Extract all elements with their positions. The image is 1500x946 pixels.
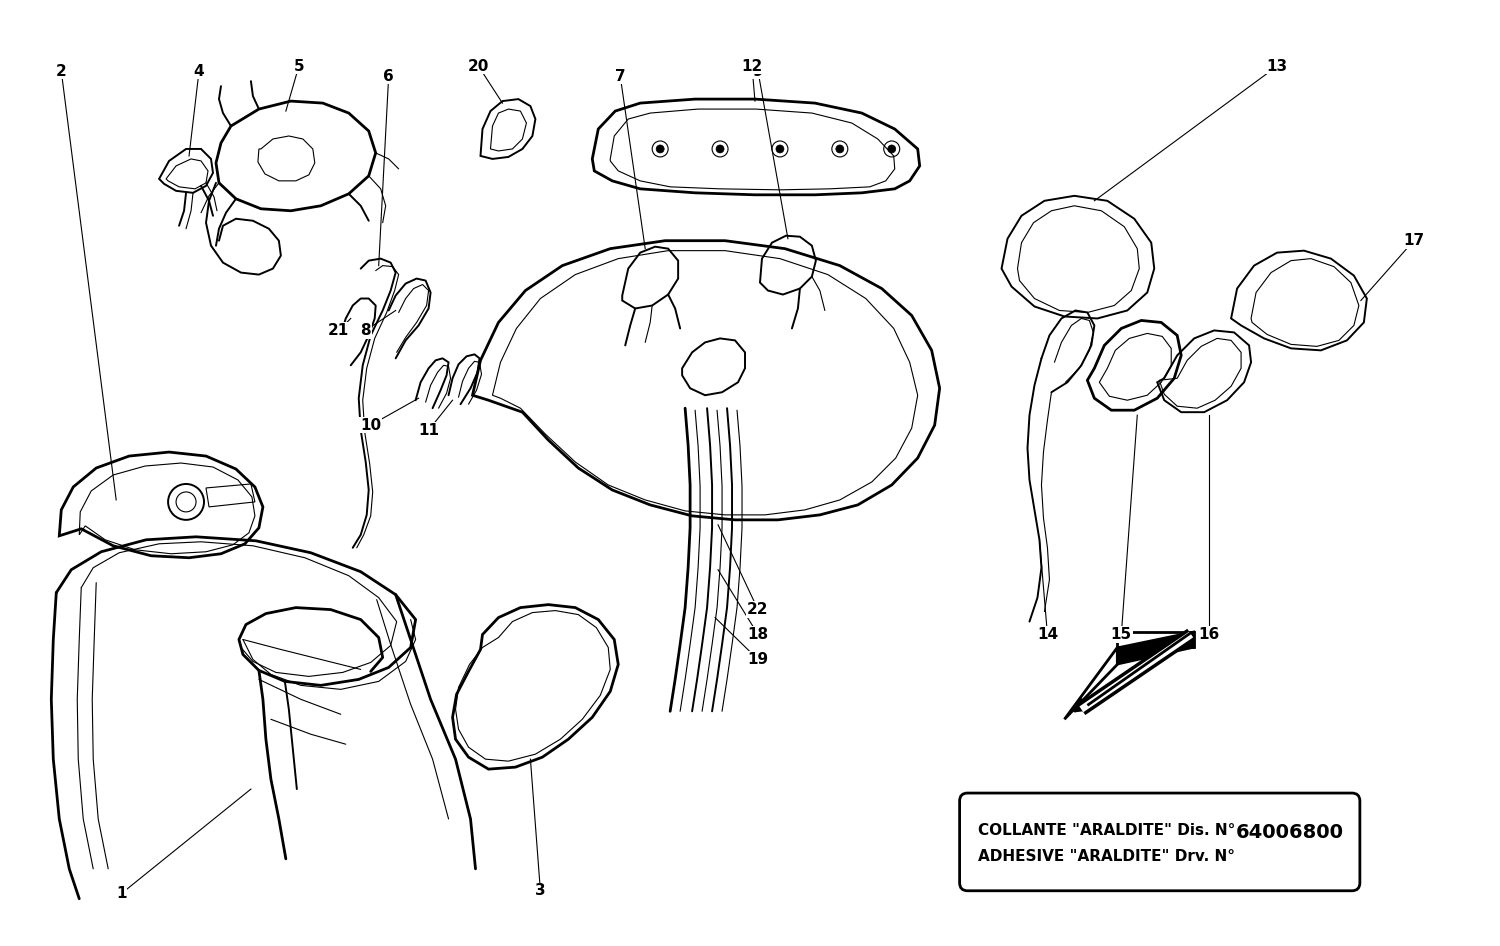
Text: 10: 10 (360, 417, 381, 432)
Text: 18: 18 (747, 627, 768, 642)
Polygon shape (1118, 632, 1194, 664)
Text: 7: 7 (615, 69, 626, 83)
Text: 22: 22 (747, 602, 768, 617)
Text: 9: 9 (753, 63, 764, 79)
Text: 13: 13 (1266, 59, 1287, 74)
Text: 19: 19 (747, 652, 768, 667)
Circle shape (888, 145, 896, 153)
Text: 15: 15 (1110, 627, 1132, 642)
Text: 3: 3 (536, 884, 546, 899)
Text: 14: 14 (1036, 627, 1058, 642)
Text: ADHESIVE "ARALDITE" Drv. N°: ADHESIVE "ARALDITE" Drv. N° (978, 849, 1234, 864)
Text: 1: 1 (116, 886, 126, 902)
Text: 2: 2 (56, 63, 66, 79)
Text: 11: 11 (419, 423, 440, 438)
Text: 20: 20 (468, 59, 489, 74)
Text: 17: 17 (1402, 233, 1425, 248)
Text: 4: 4 (194, 63, 204, 79)
Text: 6: 6 (384, 69, 394, 83)
FancyBboxPatch shape (960, 793, 1360, 891)
Circle shape (836, 145, 844, 153)
Text: 21: 21 (328, 323, 350, 338)
Text: 8: 8 (360, 323, 370, 338)
Circle shape (716, 145, 724, 153)
Text: COLLANTE "ARALDITE" Dis. N°: COLLANTE "ARALDITE" Dis. N° (978, 823, 1234, 838)
Text: 12: 12 (741, 59, 762, 74)
Text: 64006800: 64006800 (1236, 823, 1344, 843)
Circle shape (656, 145, 664, 153)
Circle shape (776, 145, 784, 153)
Text: 5: 5 (294, 59, 304, 74)
Text: 16: 16 (1198, 627, 1219, 642)
